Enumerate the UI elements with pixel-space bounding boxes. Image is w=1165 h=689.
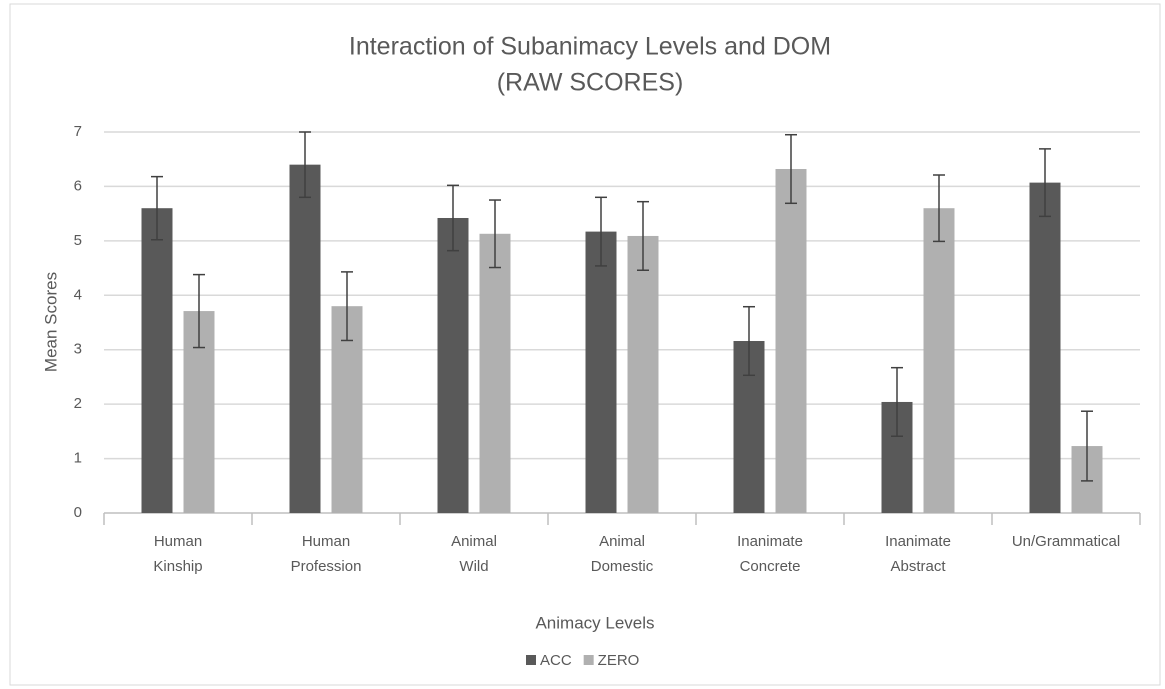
x-tick-label: Animal xyxy=(451,533,497,550)
error-bar xyxy=(743,305,755,377)
error-bar xyxy=(891,366,903,438)
error-bar xyxy=(151,175,163,241)
error-bar xyxy=(193,273,205,349)
y-tick-label: 3 xyxy=(74,341,82,358)
x-tick-label: Animal xyxy=(599,533,645,550)
error-bar xyxy=(1039,148,1051,218)
x-tick-label: Wild xyxy=(459,558,488,575)
y-axis-label: Mean Scores xyxy=(41,272,60,372)
x-tick-label: Kinship xyxy=(153,558,202,575)
error-bar xyxy=(595,196,607,267)
legend-label: ZERO xyxy=(598,652,640,669)
chart-border xyxy=(9,3,1161,686)
x-tick-label: Un/Grammatical xyxy=(1012,533,1120,550)
x-axis-label: Animacy Levels xyxy=(535,613,654,632)
error-bar xyxy=(933,174,945,243)
x-tick-label: Abstract xyxy=(890,558,946,575)
error-bar xyxy=(785,133,797,205)
x-tick-label: Human xyxy=(302,533,350,550)
x-tick-label: Domestic xyxy=(591,558,654,575)
y-tick-label: 2 xyxy=(74,395,82,412)
y-tick-label: 1 xyxy=(74,450,82,467)
y-tick-label: 7 xyxy=(74,123,82,140)
x-tick-label: Inanimate xyxy=(885,533,951,550)
y-tick-label: 5 xyxy=(74,232,82,249)
bar xyxy=(627,235,659,514)
x-tick-label: Inanimate xyxy=(737,533,803,550)
error-bar xyxy=(1081,410,1093,482)
legend-swatch xyxy=(526,655,536,665)
x-tick-label: Profession xyxy=(291,558,362,575)
error-bar xyxy=(637,200,649,271)
y-tick-label: 6 xyxy=(74,177,82,194)
bar xyxy=(141,208,173,513)
legend-label: ACC xyxy=(540,652,572,669)
bar xyxy=(289,164,321,513)
error-bar xyxy=(341,271,353,342)
bar xyxy=(437,217,469,514)
y-tick-label: 0 xyxy=(74,504,82,521)
bar xyxy=(479,233,511,513)
error-bar xyxy=(299,131,311,199)
y-tick-label: 4 xyxy=(74,286,82,303)
bar xyxy=(775,169,807,514)
error-bar xyxy=(489,199,501,269)
x-tick-label: Human xyxy=(154,533,202,550)
bar xyxy=(1029,182,1061,513)
bar xyxy=(923,208,955,513)
chart-subtitle: (RAW SCORES) xyxy=(497,69,684,97)
legend-swatch xyxy=(583,655,594,665)
error-bar xyxy=(447,184,459,252)
bar xyxy=(585,231,617,513)
chart-title: Interaction of Subanimacy Levels and DOM xyxy=(349,33,831,61)
x-tick-label: Concrete xyxy=(740,558,801,575)
